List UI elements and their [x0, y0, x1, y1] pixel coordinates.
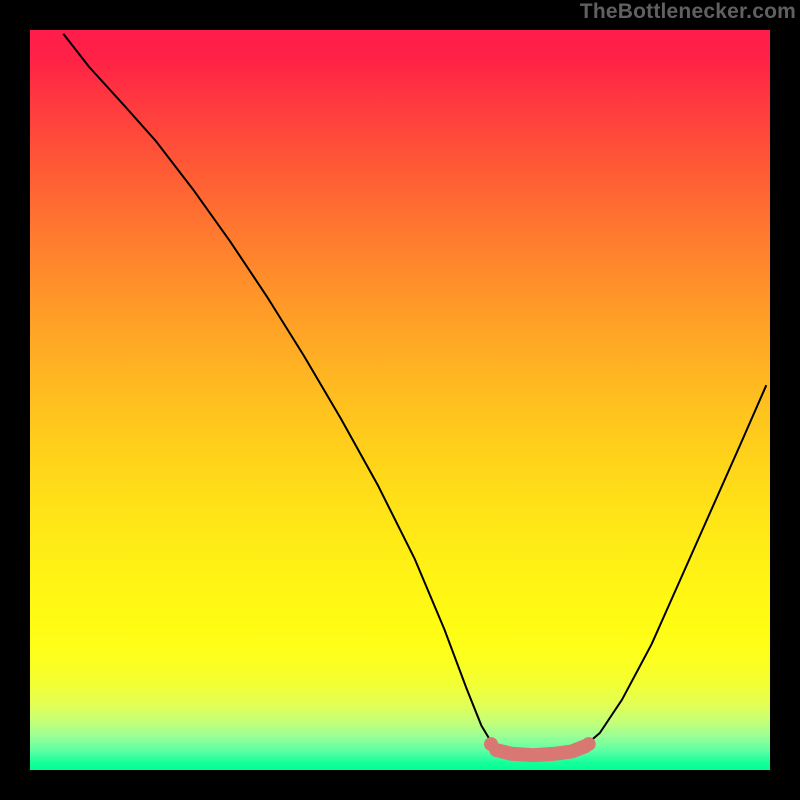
chart-svg [0, 0, 800, 800]
gradient-background [30, 30, 770, 770]
watermark-text: TheBottlenecker.com [580, 0, 796, 24]
chart-stage: TheBottlenecker.com [0, 0, 800, 800]
highlight-dot-end [582, 737, 596, 751]
highlight-dot-start [484, 737, 498, 751]
